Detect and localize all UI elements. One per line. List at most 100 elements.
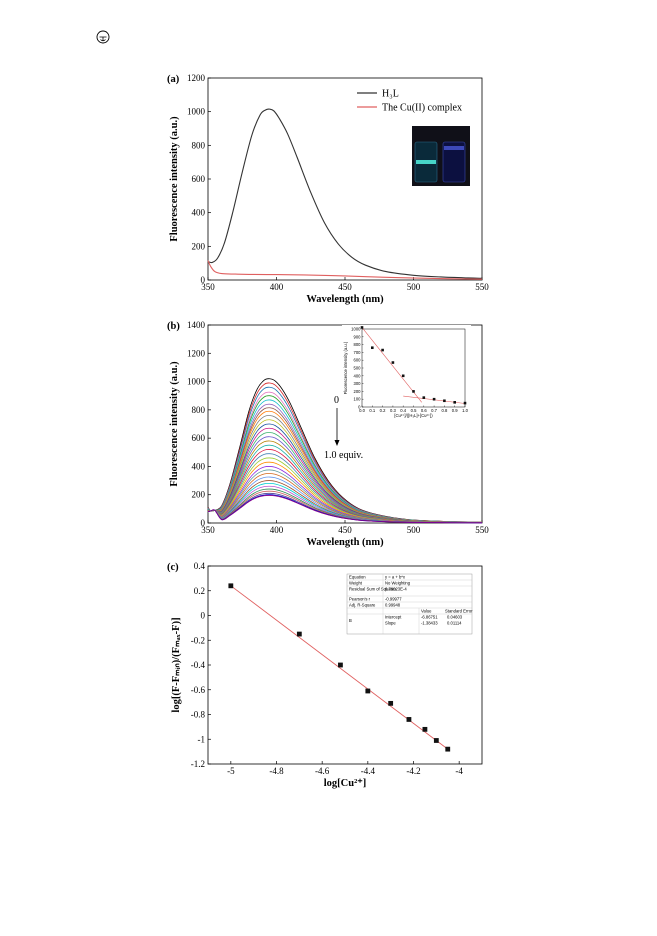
inset-data-point [371,346,374,350]
stats-param-label: Slope [385,621,396,626]
vial-right-glow [444,146,464,150]
y-tick-label: 1200 [187,348,206,358]
x-axis-label: Wavelength (nm) [306,537,384,548]
y-tick-label: 0 [201,611,206,621]
stats-row-label: Equation [349,575,366,580]
inset-data-point [463,401,467,405]
inset-y-tick-label: 700 [354,350,362,355]
inset-data-point [360,326,364,329]
legend-entry: H₃L [382,89,399,100]
inset-x-tick-label: 0.5 [411,408,417,413]
y-tick-label: 400 [192,208,206,218]
y-tick-label: -0.2 [191,635,205,645]
inset-background [342,325,471,425]
titration-arrowhead [334,440,340,446]
y-tick-label: -0.8 [191,710,206,720]
stats-row-label: Pearson's r [349,597,371,602]
panel-a-chart: 350 400 450 500 550 0 200 400 600 800 1000 1200 Wave… [167,73,489,305]
panel-label: (c) [167,562,179,573]
inset-y-tick-label: 0 [358,405,361,410]
panel-c-chart: -5 -4.8 -4.6 -4.4 -4.2 -4 -1.2 -1 -0.8 -0.6 -0.4 -0… [167,561,483,789]
x-axis-label: log[Cu²⁺] [324,778,367,789]
inset-x-tick-label: 1.0 [462,408,468,413]
y-tick-label: 1000 [187,107,206,117]
x-tick-label: -4.6 [315,766,330,776]
x-tick-label: 500 [407,282,421,292]
inset-data-point [453,401,456,404]
inset-x-tick-label: 0.8 [441,408,447,413]
inset-data-point [391,361,395,364]
x-tick-label: 350 [201,282,215,292]
stats-param-name: B [349,618,352,623]
y-axis-label: log[(F-Fₘᵢₙ)/(Fₘₐₓ-F)] [171,617,182,712]
data-point [365,688,371,694]
stats-param-value: -6.86751 [421,615,438,620]
y-tick-label: 200 [192,241,206,251]
inset-data-point [443,399,446,403]
inset-x-tick-label: 0.2 [380,408,386,413]
x-tick-label: 350 [201,525,215,535]
y-tick-label: 0 [201,518,206,528]
inset-data-point [401,374,405,378]
inset-data-point [432,397,436,401]
stats-row-value: 6.79023E-4 [385,587,407,592]
inset-x-tick-label: 0.3 [390,408,396,413]
x-tick-label: -5 [227,766,235,776]
y-tick-label: 0.4 [194,561,206,571]
y-axis-label: Fluorescence intensity (a.u.) [169,116,180,242]
series-line-cu-complex [207,260,483,280]
titration-curve [207,495,483,524]
vial-photo [412,126,470,186]
page-marker-icon [96,30,110,44]
y-tick-label: 1400 [187,320,206,330]
data-point [228,583,234,589]
inset-x-tick-label: 0.4 [400,408,406,413]
data-point [338,662,343,668]
inset-x-tick-label: 0.6 [421,408,427,413]
stats-param-label: Intercept [385,615,402,620]
data-point [388,700,394,706]
x-axis-label: Wavelength (nm) [306,294,384,305]
stats-row-label: Adj. R-Square [349,603,376,608]
y-tick-label: 0 [201,275,206,285]
series-line-h3l [207,108,483,279]
stats-param-value: -1.38433 [421,621,438,626]
inset-x-label: [Cu²⁺]/([H₃L]+[Cu²⁺]) [394,413,433,418]
stats-param-error: 0.01114 [447,621,462,626]
inset-fit-line-descending [361,327,422,403]
x-tick-label: 550 [475,282,489,292]
y-tick-label: 400 [192,461,206,471]
inset-y-tick-label: 500 [354,366,362,371]
y-tick-label: 1200 [187,73,206,83]
data-point [296,631,302,637]
x-tick-label: -4.8 [269,766,284,776]
vial-right [442,141,466,183]
fit-statistics-table: Equation y = a + b*x Weight No WeightingRes… [346,573,473,635]
y-axis-label: Fluorescence intensity (a.u.) [169,361,180,487]
x-tick-label: 450 [338,282,352,292]
data-point [445,746,451,752]
data-point [422,726,428,732]
fit-line [230,585,449,750]
y-tick-label: -0.6 [191,685,206,695]
y-tick-label: -0.4 [191,660,206,670]
y-tick-label: 1000 [187,377,206,387]
inset-y-tick-label: 300 [354,381,362,386]
x-tick-label: 400 [270,282,284,292]
inset-y-label: Fluorescence intensity (a.u.) [343,341,348,394]
stats-col-error-header: Standard Error [445,609,473,614]
stats-row-value: 0.99948 [385,603,401,608]
vial-left-glow [416,160,436,164]
y-tick-label: -1.2 [191,759,205,769]
inset-x-tick-label: 0.7 [431,408,437,413]
y-tick-label: -1 [198,734,206,744]
inset-y-tick-label: 100 [354,397,362,402]
stats-param-error: 0.04603 [447,615,463,620]
stats-row-value: y = a + b*x [385,575,406,580]
inset-y-tick-label: 800 [354,342,362,347]
x-tick-label: 400 [270,525,284,535]
inset-y-tick-label: 900 [354,334,362,339]
arrow-end-label: 1.0 equiv. [324,450,363,461]
y-tick-label: 600 [192,433,206,443]
